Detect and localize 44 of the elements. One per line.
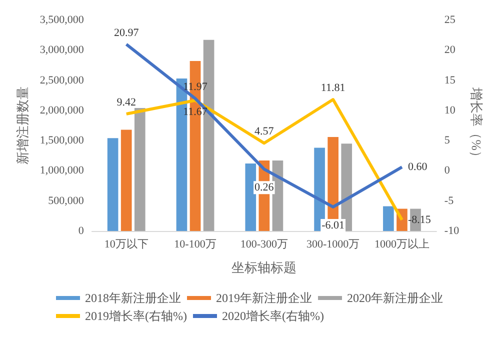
- bar: [120, 130, 132, 231]
- data-label: 4.57: [254, 126, 274, 138]
- data-label: 0.60: [408, 161, 428, 174]
- y-tick-label: 1,500,000: [40, 134, 84, 147]
- y-tick-label: 0: [78, 225, 84, 237]
- x-tick-label: 300-1000万: [306, 238, 360, 250]
- data-label: 0.26: [254, 182, 274, 194]
- y2-tick-label: -5: [444, 194, 454, 207]
- data-label: 20.97: [114, 26, 140, 39]
- x-tick-label: 10-100万: [174, 238, 216, 250]
- x-tick-label: 100-300万: [240, 238, 288, 250]
- data-label: 11.97: [183, 81, 208, 94]
- y2-axis-title: 增长率（%）: [469, 86, 484, 164]
- y-tick-label: 2,500,000: [40, 74, 84, 86]
- bar: [383, 206, 394, 231]
- legend-label: 2020增长率(右轴%): [222, 309, 324, 323]
- data-label: -6.01: [322, 219, 345, 232]
- y-tick-label: 2,000,000: [40, 104, 84, 116]
- legend-label: 2020年新注册企业: [347, 291, 443, 305]
- bar: [107, 138, 118, 231]
- y-tick-label: 3,500,000: [40, 14, 84, 26]
- y2-tick-label: 25: [444, 14, 456, 26]
- y-axis-title: 新增注册数量: [15, 86, 30, 164]
- data-label: -8.15: [408, 214, 432, 226]
- bar: [245, 163, 256, 231]
- legend-label: 2019增长率(右轴%): [85, 309, 187, 323]
- y2-tick-label: 5: [444, 134, 450, 147]
- y2-tick-label: 15: [444, 74, 456, 86]
- y-tick-label: 3,000,000: [40, 44, 84, 56]
- data-label: 11.67: [183, 106, 208, 118]
- y2-tick-label: 20: [444, 44, 456, 56]
- x-tick-label: 1000万以上: [374, 238, 430, 250]
- y2-tick-label: 10: [444, 104, 456, 116]
- y2-tick-label: -10: [444, 225, 460, 237]
- data-label: 11.81: [320, 82, 346, 94]
- y-tick-label: 500,000: [48, 194, 84, 207]
- y2-tick-label: 0: [444, 164, 450, 177]
- legend-label: 2018年新注册企业: [85, 291, 181, 305]
- x-tick-label: 10万以下: [104, 238, 148, 250]
- legend-label: 2019年新注册企业: [216, 291, 312, 305]
- y-tick-label: 1,000,000: [40, 164, 84, 177]
- bar: [134, 108, 146, 231]
- x-axis-title: 坐标轴标题: [232, 260, 297, 275]
- data-label: 9.42: [116, 96, 136, 108]
